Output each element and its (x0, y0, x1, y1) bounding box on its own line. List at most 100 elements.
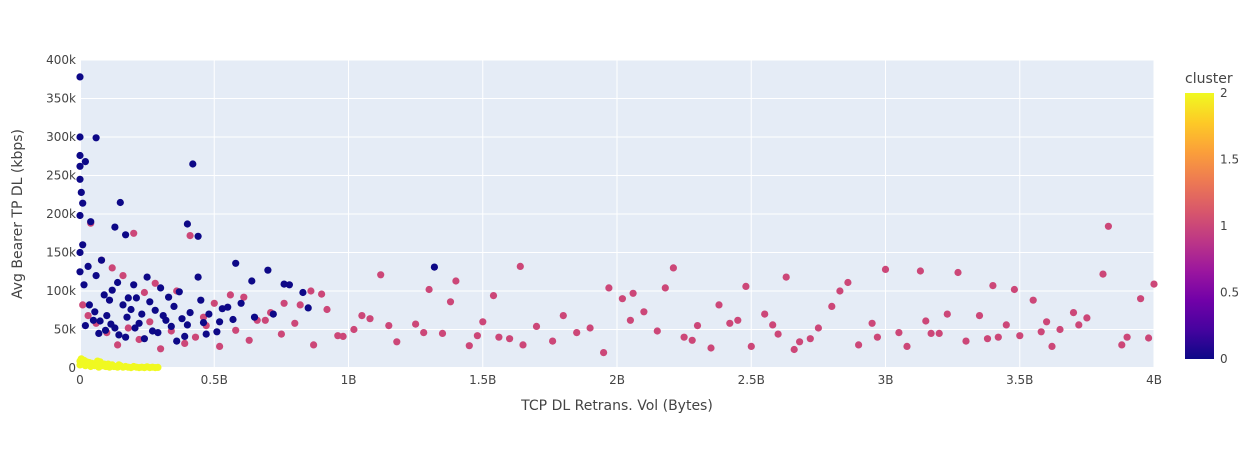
data-point-cluster-0 (430, 263, 438, 271)
data-point-cluster-0 (218, 305, 226, 313)
data-point-cluster-1 (573, 329, 581, 337)
data-point-cluster-0 (173, 337, 181, 345)
data-point-cluster-1 (130, 229, 138, 237)
data-point-cluster-0 (76, 133, 84, 141)
data-point-cluster-0 (167, 322, 175, 330)
data-point-cluster-1 (318, 290, 326, 298)
data-point-cluster-1 (438, 329, 447, 337)
data-point-cluster-0 (143, 273, 151, 281)
data-point-cluster-1 (1048, 342, 1056, 350)
data-point-cluster-0 (97, 256, 106, 264)
data-point-cluster-1 (707, 344, 715, 352)
data-point-cluster-1 (124, 324, 132, 332)
data-point-cluster-1 (653, 327, 661, 335)
data-point-cluster-0 (131, 324, 139, 332)
data-point-cluster-1 (742, 282, 750, 290)
data-point-cluster-1 (199, 313, 208, 321)
data-point-cluster-1 (640, 308, 648, 316)
data-point-cluster-0 (280, 280, 288, 288)
data-point-cluster-1 (828, 302, 836, 310)
data-point-cluster-1 (661, 284, 669, 292)
data-point-cluster-1 (1118, 341, 1126, 349)
data-point-cluster-1 (140, 288, 148, 297)
data-point-cluster-0 (250, 313, 259, 321)
data-point-cluster-2 (85, 359, 93, 367)
data-point-cluster-2 (115, 361, 123, 369)
data-point-cluster-0 (103, 312, 111, 320)
data-point-cluster-0 (205, 310, 213, 318)
data-point-cluster-1 (629, 289, 637, 297)
data-point-cluster-1 (151, 279, 159, 287)
data-point-cluster-0 (229, 315, 237, 324)
data-point-cluster-1 (323, 305, 331, 314)
data-point-cluster-0 (299, 288, 307, 297)
data-point-cluster-1 (975, 312, 984, 320)
y-tick-label: 350k (46, 92, 76, 106)
x-tick-label: 1.5B (469, 373, 496, 387)
data-point-cluster-0 (197, 296, 205, 304)
data-point-cluster-0 (81, 158, 89, 166)
data-point-cluster-1 (1075, 321, 1083, 329)
data-point-cluster-1 (962, 337, 970, 345)
data-point-cluster-1 (366, 315, 374, 323)
data-point-cluster-1 (618, 295, 627, 303)
data-point-cluster-1 (307, 287, 315, 295)
data-point-cluster-1 (895, 329, 903, 337)
data-point-cluster-1 (412, 320, 420, 328)
y-axis-title: Avg Bearer TP DL (kbps) (10, 129, 26, 299)
data-point-cluster-1 (157, 345, 165, 353)
data-point-cluster-1 (836, 287, 844, 295)
data-point-cluster-1 (79, 301, 87, 309)
data-point-cluster-1 (1029, 296, 1037, 304)
data-point-cluster-1 (669, 264, 678, 272)
data-point-cluster-2 (101, 362, 110, 371)
data-point-cluster-0 (76, 73, 84, 81)
data-point-cluster-1 (989, 282, 997, 290)
data-point-cluster-1 (261, 316, 269, 324)
data-point-cluster-1 (181, 339, 189, 347)
colorbar-tick-label: 0.5 (1220, 286, 1239, 300)
data-point-cluster-1 (586, 324, 594, 332)
data-point-cluster-1 (446, 298, 455, 306)
data-point-cluster-0 (138, 310, 146, 318)
data-point-cluster-0 (175, 288, 183, 296)
data-point-cluster-1 (1150, 280, 1158, 288)
data-point-cluster-0 (148, 327, 157, 335)
data-point-cluster-1 (1069, 309, 1078, 317)
data-point-cluster-1 (216, 342, 224, 350)
data-point-cluster-1 (680, 333, 688, 341)
data-point-cluster-1 (495, 333, 503, 341)
data-point-cluster-1 (943, 310, 951, 318)
x-tick-label: 2.5B (738, 373, 765, 387)
data-point-cluster-1 (291, 319, 299, 327)
data-point-cluster-1 (726, 319, 734, 327)
data-point-cluster-2 (91, 362, 99, 370)
data-point-cluster-1 (693, 322, 702, 330)
data-point-cluster-1 (277, 330, 285, 338)
data-point-cluster-0 (80, 281, 88, 289)
data-point-cluster-0 (162, 316, 170, 324)
data-point-cluster-0 (151, 306, 159, 314)
data-point-cluster-1 (489, 292, 498, 300)
data-point-cluster-1 (605, 284, 613, 292)
data-point-cluster-0 (183, 321, 191, 329)
colorbar-title: cluster (1185, 71, 1233, 87)
data-point-cluster-1 (226, 291, 234, 299)
data-point-cluster-0 (186, 309, 194, 317)
data-point-cluster-1 (549, 337, 557, 345)
data-point-cluster-1 (420, 329, 428, 337)
y-tick-label: 100k (46, 284, 76, 298)
y-axis-ticks: 0 50k 100k 150k 200k 250k 300k 350k 400k (46, 53, 76, 375)
data-point-cluster-0 (123, 313, 131, 321)
data-point-cluster-0 (304, 304, 312, 312)
data-point-cluster-0 (154, 329, 162, 337)
y-tick-label: 250k (46, 169, 76, 183)
data-point-cluster-0 (92, 134, 100, 142)
x-axis-title: TCP DL Retrans. Vol (Bytes) (520, 398, 713, 414)
data-point-cluster-1 (1037, 328, 1045, 336)
data-point-cluster-1 (1123, 333, 1131, 341)
colorbar-tick-label: 0 (1220, 352, 1228, 366)
data-point-cluster-1 (519, 341, 527, 349)
y-tick-label: 400k (46, 53, 76, 67)
data-point-cluster-0 (84, 262, 92, 270)
